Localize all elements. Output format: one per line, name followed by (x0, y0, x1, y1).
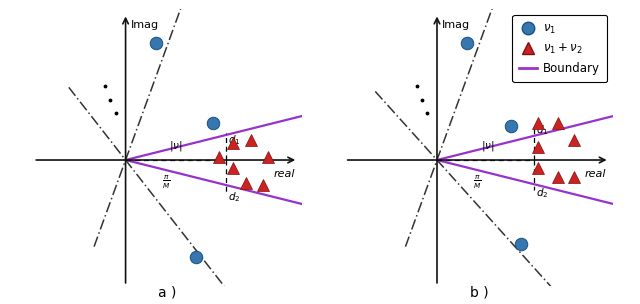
Text: Imag: Imag (131, 20, 159, 30)
Text: $|\nu|$: $|\nu|$ (481, 139, 494, 153)
Text: $d_1$: $d_1$ (228, 133, 241, 147)
Text: a ): a ) (158, 286, 177, 300)
Text: $d_2$: $d_2$ (536, 187, 548, 200)
Text: $\frac{\pi}{M}$: $\frac{\pi}{M}$ (162, 174, 170, 191)
Text: $d_1$: $d_1$ (536, 123, 548, 137)
Text: $\frac{\pi}{M}$: $\frac{\pi}{M}$ (473, 174, 481, 191)
Text: real: real (585, 169, 606, 179)
Text: $|\nu|$: $|\nu|$ (169, 139, 182, 153)
Legend: $\nu_1$, $\nu_1 + \nu_2$, Boundary: $\nu_1$, $\nu_1 + \nu_2$, Boundary (513, 15, 607, 82)
Text: real: real (273, 169, 295, 179)
Text: Imag: Imag (442, 20, 470, 30)
Text: $d_2$: $d_2$ (228, 190, 240, 204)
Text: b ): b ) (470, 286, 488, 300)
